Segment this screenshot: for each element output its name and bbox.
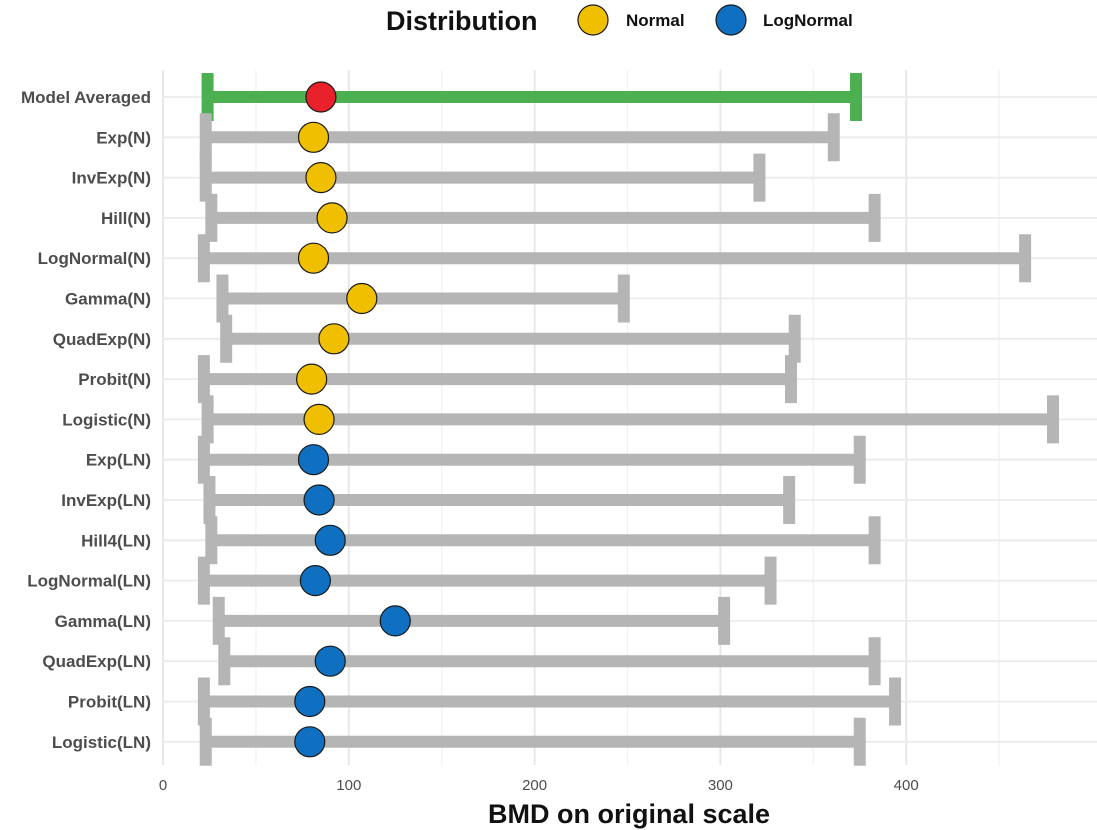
bmd-point	[316, 202, 348, 234]
bmd-point	[296, 363, 328, 395]
bmd-point	[305, 162, 337, 194]
bmd-point	[297, 121, 330, 153]
row-label: QuadExp(LN)	[42, 652, 151, 671]
row-label: Probit(N)	[78, 370, 151, 389]
bmd-point	[303, 484, 335, 516]
row-label: Gamma(N)	[65, 290, 151, 309]
bmd-point	[294, 685, 326, 718]
row-label: Hill(N)	[101, 209, 151, 228]
legend-key-lognormal	[715, 4, 747, 36]
row-label: InvExp(LN)	[61, 491, 151, 510]
row-label: Exp(LN)	[86, 451, 151, 470]
legend-title: Distribution	[386, 6, 537, 36]
x-axis-ticks: 0 100 200 300 400	[159, 777, 919, 794]
row-label: QuadExp(N)	[53, 330, 151, 349]
bmd-point	[294, 726, 326, 758]
y-axis-labels: Model Averaged Exp(N) InvExp(N) Hill(N) LogN…	[21, 88, 151, 752]
bmd-point	[303, 403, 335, 435]
bmd-point	[305, 81, 337, 113]
row-label: Model Averaged	[21, 88, 151, 107]
bmd-points	[294, 81, 411, 758]
bmd-point	[379, 605, 411, 637]
row-label: Logistic(LN)	[52, 733, 151, 752]
legend-key-normal	[577, 4, 609, 36]
legend-label-normal: Normal	[626, 11, 685, 30]
bmd-point	[297, 444, 330, 476]
bmd-point	[297, 242, 330, 274]
bmd-point	[314, 524, 346, 556]
row-label: Logistic(N)	[62, 410, 151, 429]
bmd-point	[346, 282, 378, 315]
bmd-point	[314, 645, 346, 677]
x-tick-label: 0	[159, 777, 167, 794]
bmd-point	[318, 323, 350, 355]
legend-label-lognormal: LogNormal	[763, 11, 853, 30]
x-tick-label: 300	[708, 777, 733, 794]
row-label: Probit(LN)	[68, 693, 151, 712]
bmd-point	[299, 564, 331, 597]
x-tick-label: 100	[336, 777, 361, 794]
row-label: LogNormal(LN)	[27, 572, 151, 591]
row-label: Exp(N)	[96, 128, 151, 147]
legend: Distribution Normal LogNormal	[386, 4, 853, 36]
x-axis-title: BMD on original scale	[488, 799, 770, 829]
row-label: Hill4(LN)	[81, 531, 151, 550]
row-label: LogNormal(N)	[38, 249, 151, 268]
x-tick-label: 200	[522, 777, 547, 794]
row-label: Gamma(LN)	[55, 612, 151, 631]
x-tick-label: 400	[894, 777, 919, 794]
row-label: InvExp(N)	[72, 169, 151, 188]
